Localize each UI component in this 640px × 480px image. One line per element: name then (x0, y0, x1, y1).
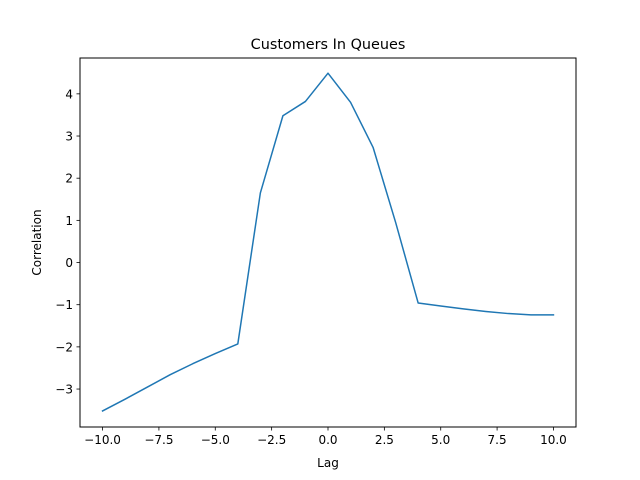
x-tick-label: 10.0 (540, 433, 567, 447)
plot-frame (79, 57, 577, 428)
series-line-0 (101, 72, 555, 412)
x-tick-label: −10.0 (84, 433, 121, 447)
series-layer (101, 72, 555, 412)
x-tick-label: 0.0 (318, 433, 337, 447)
x-tick-label: −2.5 (257, 433, 286, 447)
y-tick-label: −2 (55, 340, 73, 354)
x-tick-label: −7.5 (144, 433, 173, 447)
tick-group: −10.0 −7.5 −5.0 −2.5 0.0 2.5 5.0 7.5 10.0 −3 −2 −1 0… (55, 87, 567, 447)
y-tick-label: 0 (65, 256, 73, 270)
x-tick-label: 2.5 (375, 433, 394, 447)
y-tick-label: 4 (65, 87, 73, 101)
chart-title: Customers In Queues (251, 37, 406, 53)
x-tick-label: 7.5 (488, 433, 507, 447)
y-axis-label: Correlation (30, 209, 44, 275)
y-tick-label: 1 (65, 214, 73, 228)
y-tick-label: 3 (65, 130, 73, 144)
y-tick-label: −1 (55, 298, 73, 312)
x-tick-label: 5.0 (431, 433, 450, 447)
y-tick-label: −3 (55, 383, 73, 397)
x-axis-label: Lag (317, 456, 339, 470)
y-tick-label: 2 (65, 172, 73, 186)
x-tick-label: −5.0 (201, 433, 230, 447)
